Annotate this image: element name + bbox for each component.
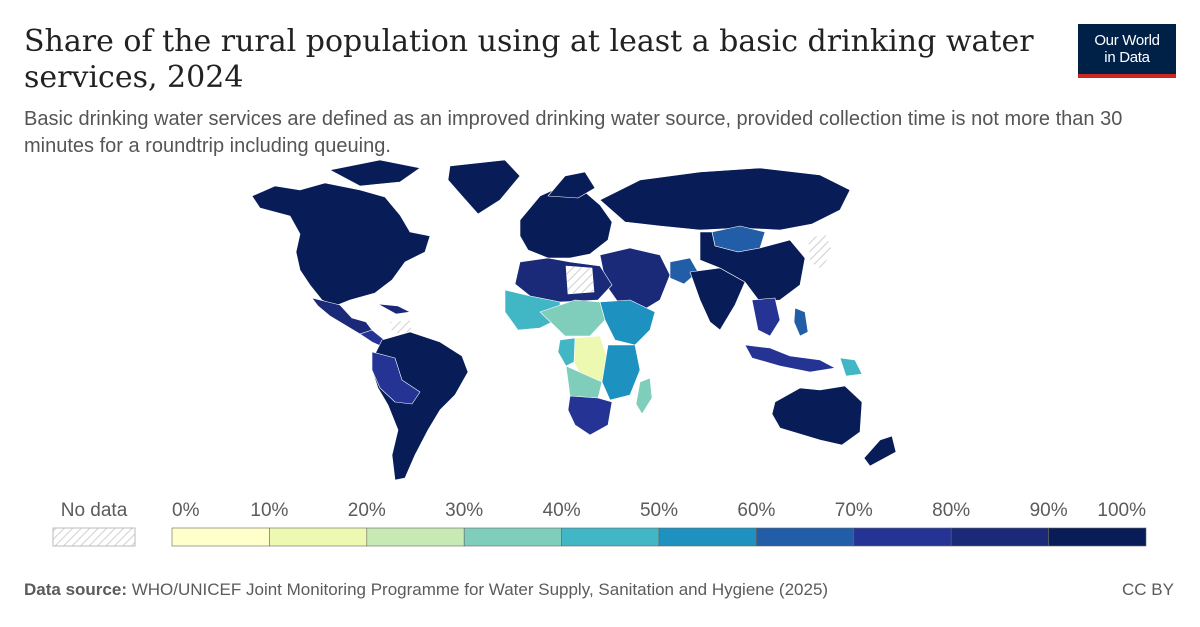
region-central-africa[interactable] (557, 337, 576, 367)
region-middle-east[interactable] (599, 247, 671, 313)
legend-bin-4[interactable] (561, 527, 660, 547)
license-link[interactable]: CC BY (1122, 580, 1174, 599)
legend: No data 0% 10% 20% 30% 40% 50% 60% 70% 80% 90% 100… (52, 500, 1147, 547)
world-map[interactable] (0, 150, 1200, 490)
legend-bin-0[interactable] (171, 527, 270, 547)
region-east-africa[interactable] (601, 344, 641, 401)
legend-tick-label: 90% (1030, 500, 1068, 521)
legend-tick-label: 60% (737, 500, 775, 521)
region-philippines[interactable] (793, 307, 809, 337)
data-source-label: Data source: (24, 580, 127, 599)
legend-color-bins (171, 527, 1147, 547)
region-north-africa[interactable] (514, 257, 613, 303)
region-libya-no-data[interactable] (565, 265, 595, 295)
region-west-africa[interactable] (504, 289, 561, 331)
owid-logo[interactable]: Our World in Data (1078, 24, 1176, 78)
region-caribbean[interactable] (377, 303, 411, 315)
logo-line-1: Our World (1094, 32, 1160, 49)
region-indonesia[interactable] (744, 344, 836, 373)
logo-line-2: in Data (1104, 49, 1150, 66)
data-source-text[interactable]: WHO/UNICEF Joint Monitoring Programme fo… (131, 580, 829, 599)
legend-tick-label: 30% (445, 500, 483, 521)
region-korea-japan-no-data[interactable] (807, 231, 833, 271)
region-china[interactable] (699, 231, 806, 303)
legend-bin-6[interactable] (756, 527, 855, 547)
chart-title: Share of the rural population using at l… (24, 24, 1034, 95)
legend-tick-label: 80% (932, 500, 970, 521)
data-source: Data source: WHO/UNICEF Joint Monitoring… (24, 580, 828, 600)
legend-bin-1[interactable] (269, 527, 368, 547)
legend-bin-3[interactable] (463, 527, 562, 547)
region-southern-africa[interactable] (567, 395, 613, 436)
legend-bin-9[interactable] (1048, 527, 1147, 547)
region-horn-of-africa[interactable] (599, 299, 656, 346)
region-southeast-asia[interactable] (751, 297, 781, 337)
region-peru-bolivia[interactable] (371, 351, 421, 405)
region-greenland[interactable] (447, 159, 521, 215)
chart-subtitle: Basic drinking water services are define… (24, 108, 1123, 157)
legend-tick-label: 40% (543, 500, 581, 521)
legend-tick-label: 0% (172, 500, 200, 521)
legend-no-data-swatch[interactable] (52, 527, 136, 547)
legend-bin-2[interactable] (366, 527, 465, 547)
legend-no-data-label: No data (61, 500, 128, 521)
region-south-america[interactable] (371, 331, 469, 481)
region-australia[interactable] (771, 385, 863, 446)
legend-bin-5[interactable] (658, 527, 757, 547)
legend-tick-label: 70% (835, 500, 873, 521)
region-canadian-arctic[interactable] (329, 159, 421, 187)
region-scandinavia[interactable] (547, 171, 596, 199)
legend-tick-label: 10% (250, 500, 288, 521)
region-afghanistan[interactable] (669, 257, 699, 285)
region-papua-new-guinea[interactable] (839, 357, 863, 377)
legend-bin-7[interactable] (853, 527, 952, 547)
legend-tick-label: 20% (348, 500, 386, 521)
legend-tick-label: 100% (1097, 500, 1146, 521)
region-new-zealand[interactable] (863, 435, 897, 467)
region-madagascar[interactable] (635, 377, 653, 415)
region-russia[interactable] (599, 167, 851, 231)
region-haiti-no-data[interactable] (389, 319, 413, 335)
region-north-america[interactable] (251, 182, 431, 307)
legend-tick-label: 50% (640, 500, 678, 521)
legend-bin-8[interactable] (950, 527, 1049, 547)
legend-tick-labels: 0% 10% 20% 30% 40% 50% 60% 70% 80% 90% 100% (172, 500, 1146, 521)
